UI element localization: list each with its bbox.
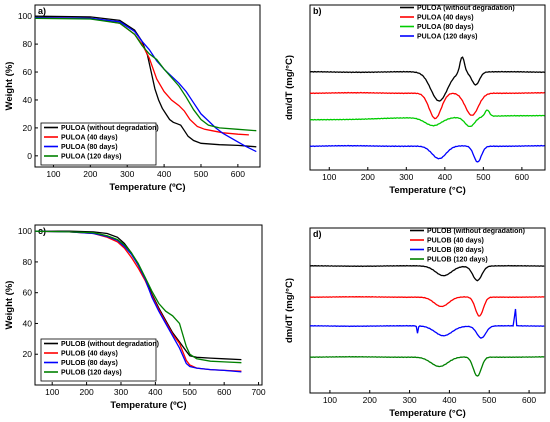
y-axis-label: Weight (%) (4, 281, 15, 330)
series-line-3 (309, 109, 545, 128)
panel-label: a) (38, 6, 46, 16)
x-tick-label: 400 (442, 395, 456, 405)
y-tick-label: 20 (23, 123, 33, 133)
x-tick-label: 600 (515, 172, 529, 182)
series-line-4 (34, 17, 257, 132)
chart-panel-2: b) 100 200 300 400 500 600 Temperature (°C) dm/d… (284, 4, 546, 196)
series-line-3 (34, 16, 257, 153)
legend-label: PULOB (120 days) (61, 370, 122, 377)
y-tick-label: 40 (23, 318, 33, 328)
x-tick-label: 300 (399, 172, 413, 182)
chart-panel-4: d) 100 200 300 400 500 600 Temperature (°C) dm/d… (284, 227, 546, 419)
y-tick-label: 0 (27, 151, 32, 161)
x-tick-label: 500 (183, 387, 197, 397)
y-tick-label: 60 (23, 67, 33, 77)
x-tick-label: 200 (79, 387, 93, 397)
x-tick-label: 600 (217, 387, 231, 397)
series-line-2 (34, 16, 249, 136)
x-tick-label: 500 (482, 395, 496, 405)
legend-label: PULOB (40 days) (61, 351, 118, 358)
y-tick-label: 80 (23, 257, 33, 267)
x-axis-label: Temperature (ºC) (109, 182, 185, 193)
y-tick-label: 40 (23, 95, 33, 105)
x-tick-label: 100 (46, 169, 60, 179)
legend-label: PULOA (40 days) (417, 15, 474, 22)
x-tick-label: 600 (231, 169, 245, 179)
panel-label: b) (313, 6, 322, 16)
legend-box (40, 338, 157, 382)
x-tick-label: 400 (148, 387, 162, 397)
x-tick-label: 300 (120, 169, 134, 179)
legend-label: PULOB (120 days) (427, 257, 488, 264)
x-tick-label: 200 (363, 395, 377, 405)
x-axis-label: Temperature (°C) (389, 185, 465, 196)
panel-label: d) (313, 229, 322, 239)
plot-frame (34, 224, 263, 386)
x-tick-label: 100 (323, 395, 337, 405)
x-tick-label: 200 (361, 172, 375, 182)
legend-label: PULOB (without degradation) (61, 341, 159, 348)
x-tick-label: 400 (438, 172, 452, 182)
legend-label: PULOA (40 days) (61, 135, 118, 142)
y-axis-label: Weight (%) (4, 62, 15, 111)
series-line-3 (34, 230, 242, 373)
series-line-2 (309, 296, 545, 317)
legend: PULOA (without degradation) PULOA (40 day… (40, 122, 159, 166)
series-line-3 (309, 308, 545, 339)
plot-frame (309, 4, 546, 171)
y-tick-label: 60 (23, 288, 33, 298)
series-line-1 (309, 56, 545, 102)
legend: PULOB (without degradation) PULOB (40 day… (410, 228, 525, 264)
legend: PULOB (without degradation) PULOB (40 day… (40, 338, 159, 382)
y-tick-label: 100 (18, 226, 32, 236)
y-axis-label: dm/dT (mg/°C) (284, 55, 295, 120)
chart-panel-1: a) 100 200 300 400 500 600 0 20 40 60 80 100 Temperat… (4, 4, 261, 193)
x-tick-label: 500 (194, 169, 208, 179)
legend-label: PULOA (80 days) (61, 144, 118, 151)
legend-label: PULOB (without degradation) (427, 228, 525, 235)
series-line-1 (35, 230, 242, 361)
series-line-1 (309, 264, 545, 282)
legend-label: PULOB (80 days) (427, 247, 484, 254)
legend-box (40, 122, 157, 166)
x-tick-label: 100 (322, 172, 336, 182)
x-tick-label: 700 (251, 387, 265, 397)
x-tick-label: 100 (45, 387, 59, 397)
x-tick-label: 600 (522, 395, 536, 405)
series-line-4 (309, 144, 545, 163)
y-tick-label: 80 (23, 39, 33, 49)
legend-label: PULOB (40 days) (427, 238, 484, 245)
legend: PULOA (without degradation) PULOA (40 day… (400, 5, 515, 41)
x-tick-label: 300 (402, 395, 416, 405)
plot-frame (309, 227, 546, 394)
legend-label: PULOA (120 days) (417, 34, 477, 41)
x-tick-label: 400 (157, 169, 171, 179)
legend-label: PULOA (without degradation) (61, 125, 159, 132)
legend-label: PULOA (120 days) (61, 154, 121, 161)
series-line-4 (309, 355, 545, 377)
chart-panel-3: c)100 200 300 400 500 600 70020406080100Temper… (4, 224, 266, 411)
legend-label: PULOA (80 days) (417, 24, 474, 31)
series-line-4 (34, 230, 242, 364)
x-tick-label: 500 (476, 172, 490, 182)
x-axis-label: Temperature (°C) (389, 408, 465, 419)
legend-label: PULOA (without degradation) (417, 5, 515, 12)
plot-frame (34, 4, 261, 168)
x-tick-label: 300 (114, 387, 128, 397)
x-tick-label: 200 (83, 169, 97, 179)
y-tick-label: 20 (23, 349, 33, 359)
legend-label: PULOB (80 days) (61, 360, 118, 367)
y-axis-label: dm/dT (mg/°C) (284, 278, 295, 343)
y-tick-label: 100 (18, 11, 32, 21)
series-line-2 (309, 91, 545, 120)
x-axis-label: Temperature (ºC) (110, 400, 186, 411)
